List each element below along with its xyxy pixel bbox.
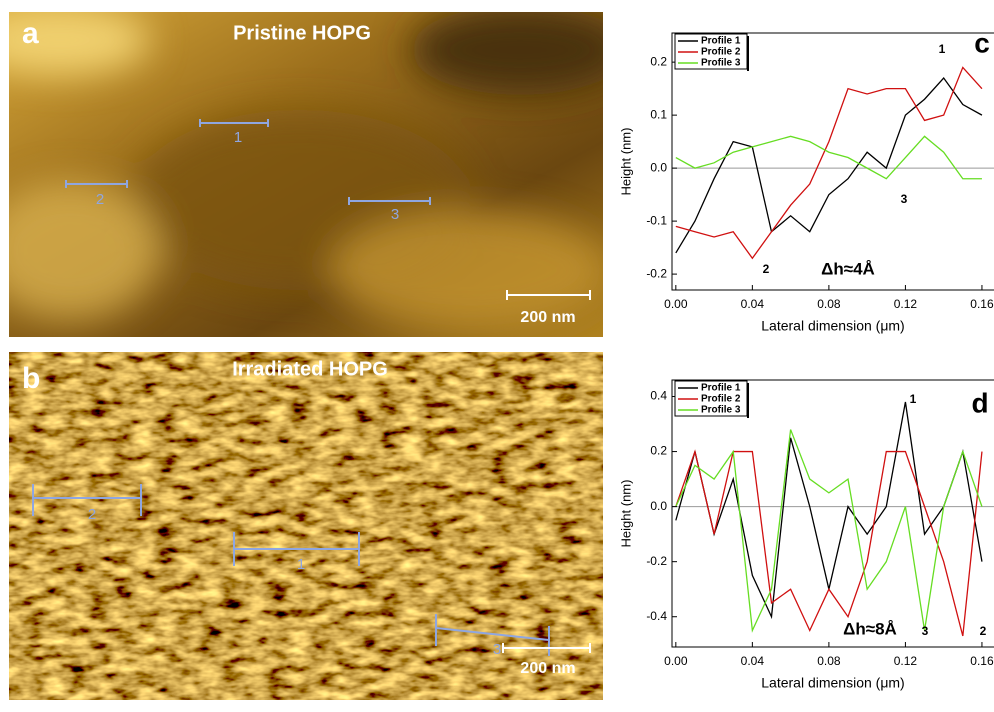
x-axis-label: Lateral dimension (μm)	[761, 318, 904, 334]
profile-label: 2	[88, 506, 96, 523]
image-title: Pristine HOPG	[233, 22, 371, 44]
x-tick-label: 0.04	[741, 297, 765, 311]
plot-frame	[672, 33, 994, 290]
scale-label: 200 nm	[520, 309, 575, 326]
profile-line	[676, 402, 982, 617]
legend-label: Profile 1	[701, 36, 741, 47]
plot-frame	[672, 380, 994, 647]
x-axis-label: Lateral dimension (μm)	[761, 675, 904, 691]
profile-label: 1	[297, 556, 305, 573]
y-axis-label: Height (nm)	[618, 480, 633, 548]
y-tick-label: -0.1	[646, 213, 667, 227]
x-tick-label: 0.12	[894, 297, 918, 311]
x-tick-label: 0.04	[741, 654, 765, 668]
afm-image-a	[0, 5, 630, 337]
panel-letter: a	[22, 17, 39, 50]
profile-label: 2	[96, 191, 104, 208]
profile-line	[676, 78, 982, 253]
y-axis-label: Height (nm)	[618, 128, 633, 196]
image-title: Irradiated HOPG	[232, 358, 388, 380]
x-tick-label: 0.00	[664, 297, 688, 311]
y-tick-label: 0.1	[650, 107, 667, 121]
annotation: 1	[939, 42, 946, 56]
y-tick-label: 0.2	[650, 444, 667, 458]
annotation: 1	[910, 392, 917, 406]
profile-label: 3	[391, 206, 399, 223]
y-tick-label: 0.0	[650, 160, 667, 174]
x-tick-label: 0.00	[664, 654, 688, 668]
figure: a Pristine HOPG 1 2 3 200 nm b Irradiate…	[0, 0, 994, 712]
plot-area	[676, 402, 982, 636]
legend-label: Profile 1	[701, 383, 741, 394]
annotation: Δh≈4Å	[821, 259, 875, 278]
annotation: 2	[980, 624, 987, 638]
annotation: 3	[901, 192, 908, 206]
profile-line	[676, 452, 982, 636]
y-tick-label: -0.2	[646, 266, 667, 280]
profile-label: 1	[234, 129, 242, 146]
y-tick-label: -0.4	[646, 609, 667, 623]
panel-letter: c	[974, 27, 990, 58]
panel-letter: b	[22, 362, 40, 395]
legend-label: Profile 3	[701, 58, 741, 69]
x-tick-label: 0.12	[894, 654, 918, 668]
legend-shadow	[747, 36, 749, 71]
x-tick-label: 0.16	[970, 297, 994, 311]
x-tick-label: 0.08	[817, 654, 841, 668]
legend-label: Profile 2	[701, 394, 741, 405]
y-tick-label: 0.0	[650, 499, 667, 513]
x-tick-label: 0.08	[817, 297, 841, 311]
profile-label: 3	[493, 641, 501, 658]
annotation: 2	[763, 262, 770, 276]
plot-area	[676, 67, 982, 258]
y-tick-label: 0.4	[650, 389, 667, 403]
scale-label: 200 nm	[520, 660, 575, 677]
y-tick-label: 0.2	[650, 54, 667, 68]
x-tick-label: 0.16	[970, 654, 994, 668]
y-tick-label: -0.2	[646, 554, 667, 568]
annotation: Δh≈8Å	[843, 619, 897, 638]
panel-letter: d	[971, 387, 988, 418]
legend-label: Profile 2	[701, 47, 741, 58]
legend-label: Profile 3	[701, 405, 741, 416]
annotation: 3	[922, 624, 929, 638]
profile-line	[676, 430, 982, 631]
legend-shadow	[747, 383, 749, 418]
